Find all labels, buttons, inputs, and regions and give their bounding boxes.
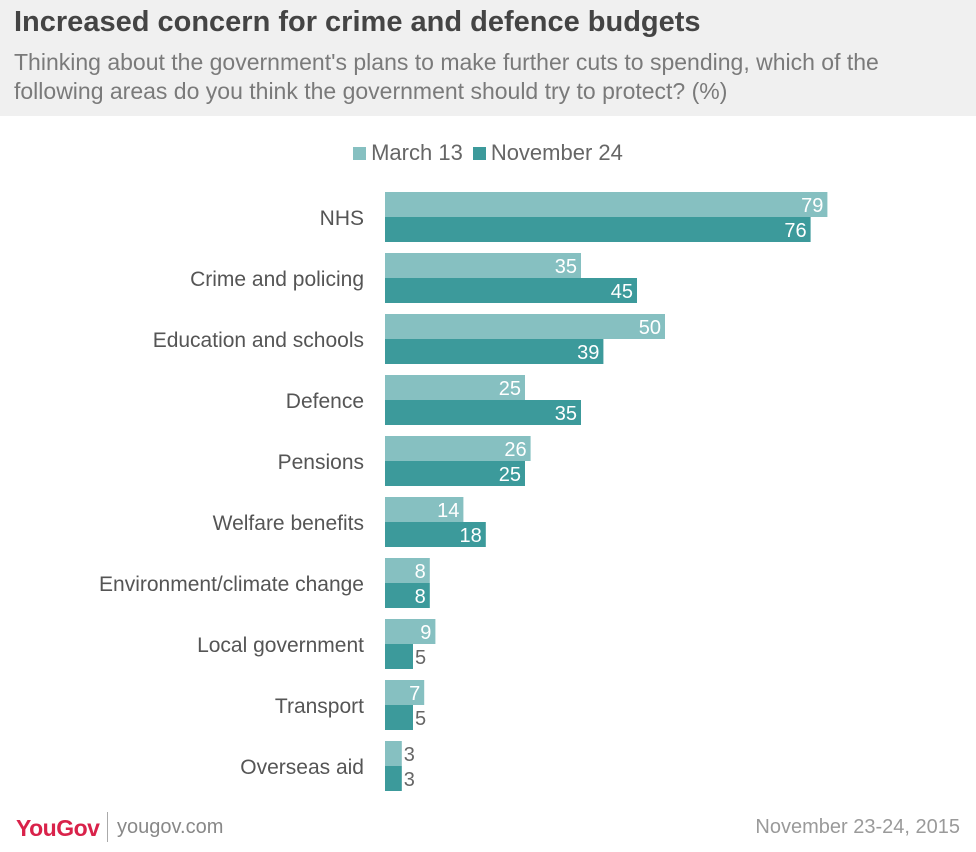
category-label: Defence [286, 390, 364, 413]
data-label-march: 79 [801, 195, 823, 217]
data-label-march: 26 [504, 439, 526, 461]
legend-item-march: March 13 [353, 140, 463, 166]
bar-november [385, 461, 525, 486]
data-label-november: 8 [415, 586, 426, 608]
chart-subtitle: Thinking about the government's plans to… [14, 49, 879, 104]
data-label-november: 39 [577, 342, 599, 364]
bar-march [385, 558, 430, 583]
data-label-march: 3 [404, 744, 415, 766]
category-label: Crime and policing [190, 268, 364, 291]
category-label: Education and schools [153, 329, 364, 352]
bar-march [385, 314, 665, 339]
bar-november [385, 339, 604, 364]
bar-november [385, 278, 637, 303]
legend-swatch-november [472, 146, 486, 160]
category-label: Transport [275, 695, 364, 718]
bar-march [385, 619, 436, 644]
data-label-november: 76 [784, 220, 806, 242]
bar-march [385, 192, 828, 217]
data-label-march: 25 [499, 378, 521, 400]
data-label-november: 45 [611, 281, 633, 303]
data-label-march: 35 [555, 256, 577, 278]
chart-title: Increased concern for crime and defence … [14, 6, 701, 38]
bar-november [385, 705, 413, 730]
bar-march [385, 680, 425, 705]
data-label-march: 9 [420, 622, 431, 644]
legend-label-march: March 13 [371, 140, 463, 165]
data-label-november: 3 [404, 769, 415, 791]
bar-march [385, 375, 525, 400]
data-label-march: 14 [437, 500, 459, 522]
bar-november [385, 766, 402, 791]
bar-march [385, 741, 402, 766]
bar-march [385, 253, 581, 278]
bar-march [385, 497, 464, 522]
bar-november [385, 644, 413, 669]
bar-november [385, 583, 430, 608]
data-label-november: 35 [555, 403, 577, 425]
data-label-november: 25 [499, 464, 521, 486]
category-label: Welfare benefits [213, 512, 364, 535]
bar-november [385, 400, 581, 425]
header: Increased concern for crime and defence … [0, 0, 976, 116]
yougov-logo: YouGov [16, 815, 100, 841]
footer-date: November 23-24, 2015 [755, 816, 960, 838]
category-label: Pensions [278, 451, 364, 474]
data-label-march: 50 [639, 317, 661, 339]
bar-november [385, 522, 486, 547]
legend-item-november: November 24 [472, 140, 623, 166]
data-label-november: 18 [460, 525, 482, 547]
data-label-march: 8 [415, 561, 426, 583]
category-label: Local government [197, 634, 364, 657]
legend: March 13 November 24 [0, 140, 976, 166]
footer-divider [107, 812, 108, 842]
data-label-march: 7 [409, 683, 420, 705]
category-label: Environment/climate change [99, 573, 364, 596]
footer-url: yougov.com [117, 816, 224, 838]
bar-november [385, 217, 811, 242]
bar-march [385, 436, 531, 461]
legend-swatch-march [353, 146, 367, 160]
data-label-november: 5 [415, 647, 426, 669]
legend-label-november: November 24 [490, 140, 623, 165]
category-label: NHS [320, 207, 364, 230]
data-label-november: 5 [415, 708, 426, 730]
category-label: Overseas aid [240, 756, 364, 779]
